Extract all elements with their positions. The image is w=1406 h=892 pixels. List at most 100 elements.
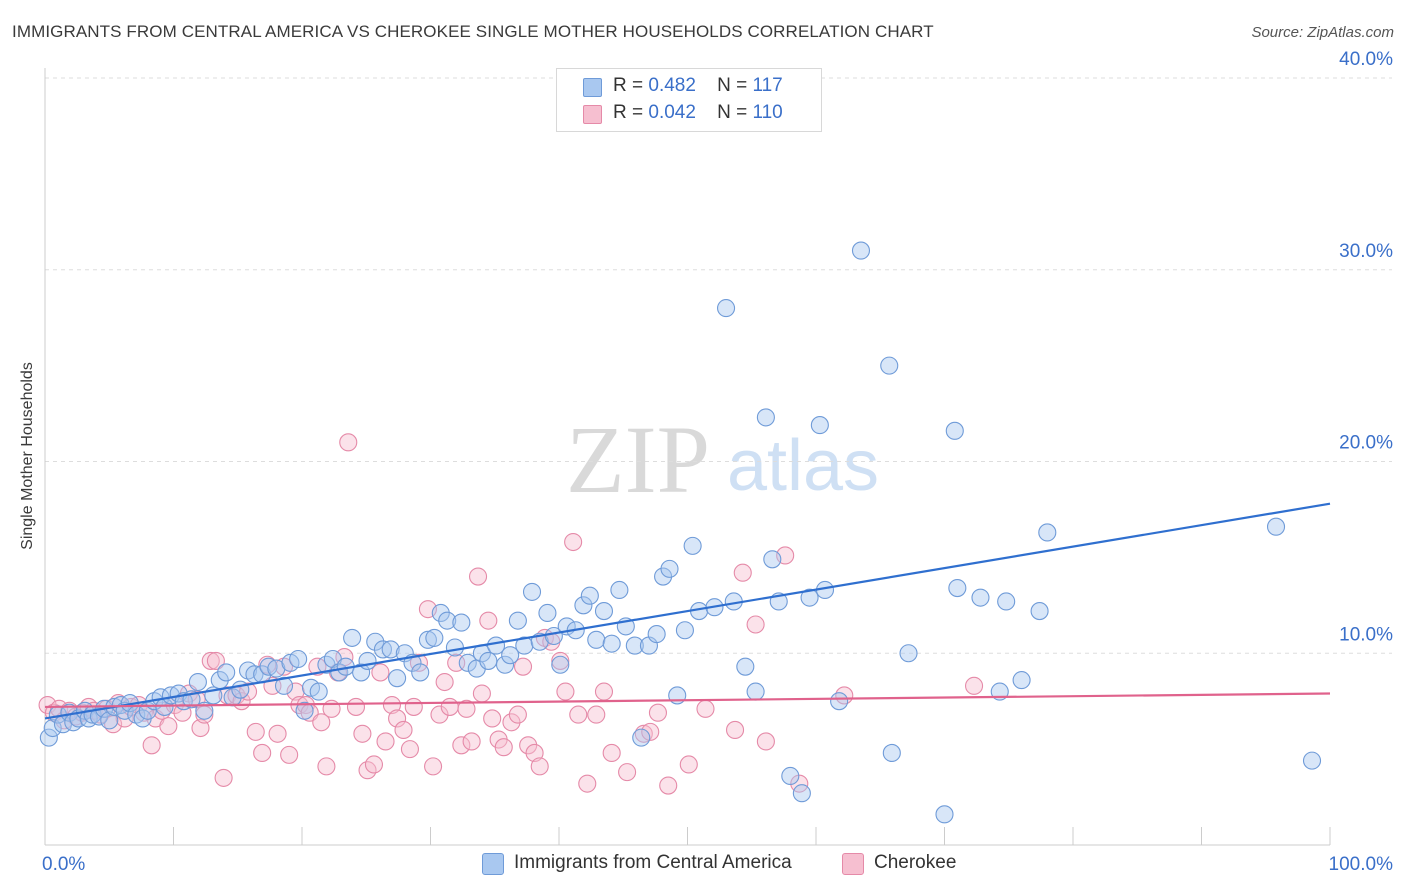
immigrants-point <box>366 632 385 651</box>
immigrants-point <box>39 728 58 747</box>
immigrants-point <box>388 669 407 688</box>
immigrants-point <box>781 766 800 786</box>
cherokee-point <box>353 724 372 743</box>
immigrants-point <box>746 682 765 701</box>
cherokee-point <box>268 724 287 743</box>
immigrants-point <box>683 536 702 555</box>
cherokee-point <box>424 757 443 776</box>
cherokee-point <box>382 695 402 715</box>
immigrants-point <box>587 630 606 649</box>
immigrants-point <box>551 655 570 674</box>
cherokee-point <box>594 682 614 701</box>
immigrants-point <box>295 701 314 720</box>
y-tick-label: 20.0% <box>1339 433 1393 454</box>
immigrants-point <box>445 638 464 657</box>
immigrants-point <box>217 663 236 682</box>
cherokee-point <box>206 651 225 670</box>
cherokee-point <box>756 732 775 751</box>
trend-lines <box>44 502 1331 720</box>
legend-label-cherokee: Cherokee <box>874 852 957 873</box>
x-tick-label-min: 0.0% <box>42 854 85 875</box>
y-tick-label: 40.0% <box>1339 49 1393 70</box>
immigrants-point <box>736 657 755 676</box>
n-value: 117 <box>752 75 783 96</box>
immigrants-point <box>792 784 811 803</box>
cherokee-point <box>494 738 513 757</box>
cherokee-point <box>142 736 161 755</box>
immigrants-point <box>425 628 444 647</box>
immigrants-point <box>515 636 534 655</box>
immigrants-point <box>1012 671 1031 690</box>
cherokee-point <box>280 745 299 764</box>
cherokee-point <box>400 740 419 759</box>
cherokee-point <box>618 763 637 782</box>
cherokee-point <box>696 699 715 718</box>
immigrants-point <box>971 588 990 607</box>
immigrants-point <box>431 603 450 623</box>
immigrants-point <box>610 580 629 600</box>
immigrants-point <box>458 653 477 672</box>
cherokee-point <box>430 705 449 724</box>
cherokee-point <box>556 682 575 701</box>
cherokee-point <box>364 755 384 774</box>
chart-title: IMMIGRANTS FROM CENTRAL AMERICA VS CHERO… <box>12 22 934 41</box>
tick-labels: 10.0% 20.0% 30.0% 40.0% 0.0% 100.0% <box>42 49 1393 875</box>
cherokee-point <box>733 563 752 582</box>
cherokee-point <box>246 722 265 741</box>
cherokee-point <box>525 743 544 763</box>
cherokee-point <box>641 722 660 741</box>
cherokee-point <box>569 705 588 724</box>
cherokee-point <box>173 703 192 722</box>
watermark-atlas: atlas <box>727 426 879 506</box>
immigrants-point <box>580 586 599 605</box>
watermark: ZIP atlas <box>566 406 879 513</box>
immigrants-point <box>716 299 736 318</box>
immigrants-point <box>538 603 557 623</box>
cherokee-point <box>457 699 476 718</box>
cherokee-point <box>551 651 570 670</box>
immigrants-point <box>756 408 775 427</box>
cherokee-point <box>404 697 423 716</box>
r-value: 0.482 <box>648 75 696 96</box>
immigrants-point <box>632 728 651 747</box>
immigrants-point <box>810 416 829 435</box>
cherokee-point <box>659 776 678 795</box>
immigrants-point <box>479 651 498 670</box>
cherokee-point <box>602 743 621 763</box>
cherokee-point <box>201 651 220 670</box>
immigrants-point <box>675 621 694 640</box>
immigrants-point <box>495 655 515 674</box>
cherokee-point <box>452 736 471 755</box>
immigrants-point <box>625 636 644 655</box>
immigrants-point <box>882 743 901 763</box>
cherokee-point <box>648 703 667 722</box>
r-label: R = <box>613 75 644 96</box>
immigrants-point <box>1030 602 1049 621</box>
immigrants-point <box>602 634 621 653</box>
cherokee-point <box>191 718 210 738</box>
cherokee-point <box>409 653 428 672</box>
immigrants-point <box>522 582 542 601</box>
blue-swatch <box>583 78 602 97</box>
immigrants-point <box>289 649 308 669</box>
pink-swatch <box>583 105 602 124</box>
legend-swatch-blue <box>482 853 504 875</box>
immigrants-point <box>188 672 207 692</box>
cherokee-point <box>371 663 390 682</box>
cherokee-point <box>746 615 765 634</box>
n-label: N = <box>717 75 748 96</box>
immigrants-point <box>654 567 673 586</box>
immigrants-point <box>594 602 614 621</box>
watermark-zip: ZIP <box>566 406 710 513</box>
immigrants-point <box>43 718 62 738</box>
cherokee-point <box>312 713 331 732</box>
cherokee-point <box>159 717 178 736</box>
immigrants-point <box>343 628 362 647</box>
cherokee-point <box>462 732 481 751</box>
r-value: 0.042 <box>648 102 696 123</box>
cherokee-point <box>376 732 395 751</box>
immigrants-point <box>381 640 400 659</box>
cherokee-point <box>468 567 488 586</box>
cherokee-point <box>725 720 745 740</box>
